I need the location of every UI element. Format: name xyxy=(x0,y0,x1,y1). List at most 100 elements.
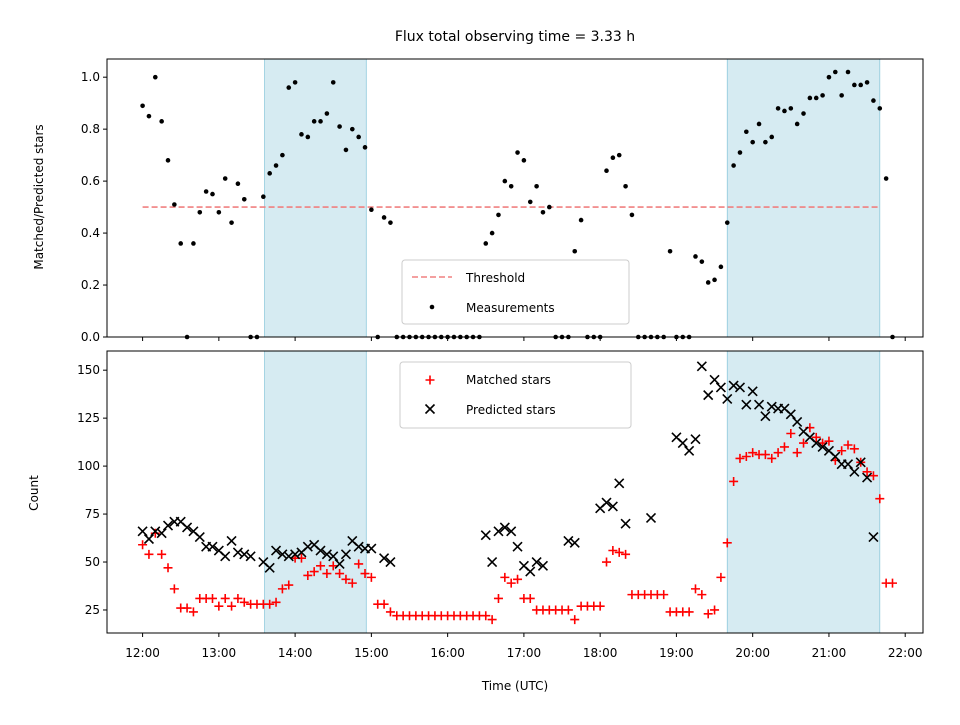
predicted-star-point xyxy=(842,459,854,470)
predicted-star-point xyxy=(569,537,580,548)
matched-star-point xyxy=(341,574,351,584)
measurement-point xyxy=(604,168,609,174)
predicted-star-point xyxy=(353,541,364,552)
measurement-point xyxy=(832,69,838,75)
measurement-point xyxy=(362,145,368,150)
xtick-label: 13:00 xyxy=(202,646,237,660)
measurement-point xyxy=(311,119,317,124)
legend-matched-swatch xyxy=(425,375,435,385)
matched-star-point xyxy=(163,563,173,573)
panel-0: 0.0 0.2 0.4 0.6 0.8 1.0 Threshold Measurements xyxy=(81,58,924,344)
predicted-star-point xyxy=(855,457,866,468)
xtick-label: 20:00 xyxy=(735,646,770,660)
predicted-star-point xyxy=(232,547,243,558)
predicted-star-point xyxy=(366,543,377,554)
matched-star-point xyxy=(843,440,853,450)
measurement-point xyxy=(305,134,311,140)
measurement-point xyxy=(731,163,736,168)
bottom-ylabel: Count xyxy=(27,475,41,511)
predicted-star-point xyxy=(493,526,504,537)
matched-star-point xyxy=(188,607,198,617)
panel-1: 25 50 75 100 125 150 12:00 13:00 14:00 15:00 16:00… xyxy=(77,350,924,660)
measurement-point xyxy=(699,259,705,264)
matched-star-point xyxy=(779,442,789,452)
xtick-label: 14:00 xyxy=(278,646,313,660)
predicted-star-point xyxy=(537,560,549,571)
predicted-star-point xyxy=(321,549,332,560)
predicted-star-point xyxy=(614,478,625,489)
predicted-star-point xyxy=(328,551,339,562)
matched-star-point xyxy=(525,593,535,603)
measurement-point xyxy=(203,189,209,194)
matched-star-point xyxy=(157,549,167,559)
measurement-point xyxy=(737,150,743,155)
legend-matched-label: Matched stars xyxy=(466,373,551,387)
matched-star-point xyxy=(233,593,243,603)
predicted-star-point xyxy=(182,522,193,533)
measurement-point xyxy=(483,241,489,246)
predicted-star-point xyxy=(601,497,612,508)
predicted-star-point xyxy=(849,466,860,477)
predicted-star-point xyxy=(760,411,771,422)
measurement-point xyxy=(864,80,870,85)
matched-star-point xyxy=(214,601,224,611)
predicted-star-point xyxy=(728,380,739,391)
matched-star-point xyxy=(360,569,370,579)
legend-box xyxy=(399,361,632,429)
predicted-star-point xyxy=(645,512,657,523)
matched-star-point xyxy=(513,574,523,584)
xtick-label: 16:00 xyxy=(430,646,465,660)
matched-star-point xyxy=(277,584,287,594)
matched-star-point xyxy=(786,428,796,438)
measurement-point xyxy=(152,74,158,80)
matched-star-point xyxy=(138,540,148,550)
measurement-point xyxy=(775,106,781,111)
measurement-point xyxy=(356,134,361,140)
top-ylabel: Matched/Predicted stars xyxy=(32,124,46,269)
xtick-label: 21:00 xyxy=(812,646,847,660)
measurement-point xyxy=(261,194,266,200)
ytick-label: 0.4 xyxy=(81,226,100,240)
matched-star-point xyxy=(506,578,516,588)
predicted-star-point xyxy=(270,545,282,556)
matched-star-point xyxy=(227,601,237,611)
measurement-point xyxy=(629,212,635,218)
matched-star-point xyxy=(684,607,694,617)
ytick-label: 0.6 xyxy=(81,174,100,188)
ytick-label: 0.8 xyxy=(81,122,100,136)
matched-star-point xyxy=(271,597,281,607)
predicted-star-point xyxy=(379,553,390,564)
matched-star-point xyxy=(303,570,313,580)
xtick-label: 19:00 xyxy=(659,646,694,660)
measurement-point xyxy=(616,152,622,158)
ytick-label: 50 xyxy=(85,555,100,569)
matched-star-point xyxy=(887,578,897,588)
measurement-point xyxy=(178,241,184,246)
measurement-point xyxy=(712,277,717,283)
xtick-label: 17:00 xyxy=(507,646,542,660)
measurement-point xyxy=(578,217,584,223)
measurement-point xyxy=(267,171,272,176)
measurement-point xyxy=(763,139,768,145)
matched-star-point xyxy=(385,607,395,617)
predicted-star-point xyxy=(302,541,313,552)
ytick-label: 125 xyxy=(77,411,100,425)
matched-star-point xyxy=(875,494,885,504)
measurement-point xyxy=(337,124,342,129)
measurement-point xyxy=(756,121,762,127)
matched-star-point xyxy=(697,590,707,600)
predicted-star-point xyxy=(506,526,517,537)
measurement-point xyxy=(769,134,775,140)
measurement-point xyxy=(343,147,349,153)
predicted-star-point xyxy=(703,390,714,401)
measurement-point xyxy=(508,184,514,189)
legend-measurements-label: Measurements xyxy=(466,301,555,315)
observing-window-0-0 xyxy=(264,58,367,338)
measurement-point xyxy=(159,119,164,124)
matched-star-point xyxy=(493,593,503,603)
matched-star-point xyxy=(487,615,497,625)
measurement-point xyxy=(750,139,755,145)
xtick-label: 22:00 xyxy=(888,646,923,660)
predicted-star-point xyxy=(194,532,205,543)
predicted-star-point xyxy=(334,558,345,570)
